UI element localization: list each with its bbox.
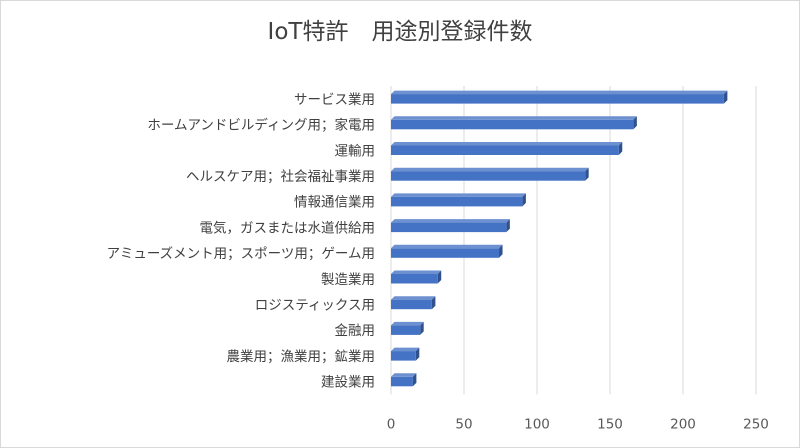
category-label: ロジスティックス用 [255, 297, 375, 313]
category-label: 金融用 [335, 323, 376, 339]
x-tick-label: 200 [670, 416, 696, 432]
x-tick-label: 0 [387, 416, 396, 432]
category-label: 運輸用 [335, 143, 376, 159]
x-tick-labels: 0 50 100 150 200 250 [387, 416, 769, 432]
bar [391, 90, 728, 104]
bar [391, 373, 417, 387]
x-tick-label: 100 [524, 416, 550, 432]
category-label: 建設業用 [321, 375, 375, 391]
category-label: サービス業用 [294, 92, 375, 108]
bar [391, 321, 424, 335]
chart-title: IoT特許 用途別登録件数 [268, 19, 533, 45]
x-tick-label: 50 [455, 416, 472, 432]
x-tick-label: 150 [597, 416, 623, 432]
bar [391, 296, 436, 310]
bar [391, 193, 526, 207]
bars [391, 90, 728, 387]
bar [391, 142, 623, 155]
category-label: 電気，ガスまたは水道供給用 [200, 220, 376, 236]
x-tick-label: 250 [743, 416, 769, 432]
bar [391, 116, 637, 130]
category-label: 農業用；漁業用；鉱業用 [227, 349, 376, 365]
category-label: ヘルスケア用；社会福祉事業用 [186, 169, 375, 185]
category-label: 情報通信業用 [294, 195, 375, 211]
bar [391, 219, 510, 233]
bar [391, 244, 503, 258]
category-label: ホームアンドビルディング用；家電用 [147, 117, 375, 134]
category-label: アミューズメント用；スポーツ用；ゲーム用 [107, 246, 375, 262]
category-label: 製造業用 [321, 272, 375, 288]
category-labels: サービス業用ホームアンドビルディング用；家電用運輸用ヘルスケア用；社会福祉事業用… [107, 92, 375, 391]
bar [391, 270, 442, 284]
bar [391, 347, 420, 361]
grid-lines [390, 86, 757, 395]
bar [391, 167, 589, 181]
